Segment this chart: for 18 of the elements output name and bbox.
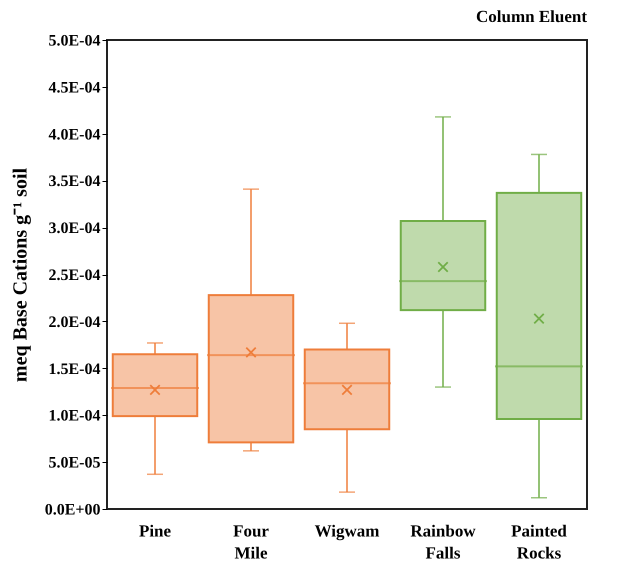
y-tick-label: 4.5E-04 bbox=[48, 79, 100, 96]
y-tick-label: 2.5E-04 bbox=[48, 267, 100, 284]
y-tick-label: 1.0E-04 bbox=[48, 408, 100, 425]
x-tick-label: Pine bbox=[138, 522, 172, 540]
x-tick-label: Rainbow Falls bbox=[410, 522, 476, 562]
y-tick-label: 1.5E-04 bbox=[48, 360, 100, 378]
chart-title: Column Eluent bbox=[476, 7, 588, 26]
y-tick-label: 3.0E-04 bbox=[48, 220, 100, 238]
x-tick-label: Wigwam bbox=[314, 522, 380, 540]
y-axis-title: meq Base Cations g⁻¹ soil bbox=[10, 168, 32, 382]
x-tick-label: Painted Rocks bbox=[511, 522, 568, 562]
y-tick-label: 5.0E-04 bbox=[48, 32, 100, 50]
y-tick-label: 0.0E+00 bbox=[44, 502, 100, 518]
y-tick-label: 5.0E-05 bbox=[48, 454, 100, 472]
y-tick-label: 3.5E-04 bbox=[48, 173, 100, 190]
y-tick-label: 2.0E-04 bbox=[48, 314, 100, 331]
y-tick-label: 4.0E-04 bbox=[48, 126, 100, 144]
x-tick-label: Four Mile bbox=[233, 522, 270, 562]
